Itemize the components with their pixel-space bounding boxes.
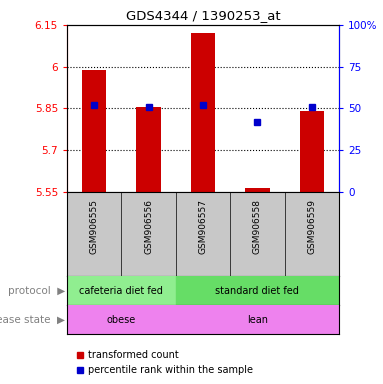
Bar — [67, 276, 176, 305]
Bar — [245, 188, 270, 192]
Bar — [176, 276, 339, 305]
Bar — [82, 70, 106, 192]
Bar — [67, 305, 176, 334]
Bar — [176, 305, 339, 334]
Text: lean: lean — [247, 314, 268, 325]
Text: standard diet fed: standard diet fed — [216, 286, 299, 296]
Text: GSM906558: GSM906558 — [253, 199, 262, 254]
Bar — [300, 111, 324, 192]
Text: cafeteria diet fed: cafeteria diet fed — [80, 286, 163, 296]
Bar — [191, 33, 215, 192]
Text: protocol  ▶: protocol ▶ — [8, 286, 65, 296]
Text: GSM906559: GSM906559 — [307, 199, 316, 254]
Text: GSM906555: GSM906555 — [90, 199, 99, 254]
Title: GDS4344 / 1390253_at: GDS4344 / 1390253_at — [126, 9, 280, 22]
Bar — [136, 107, 161, 192]
Text: disease state  ▶: disease state ▶ — [0, 314, 65, 325]
Text: GSM906556: GSM906556 — [144, 199, 153, 254]
Text: obese: obese — [107, 314, 136, 325]
Legend: transformed count, percentile rank within the sample: transformed count, percentile rank withi… — [72, 346, 257, 379]
Text: GSM906557: GSM906557 — [198, 199, 208, 254]
